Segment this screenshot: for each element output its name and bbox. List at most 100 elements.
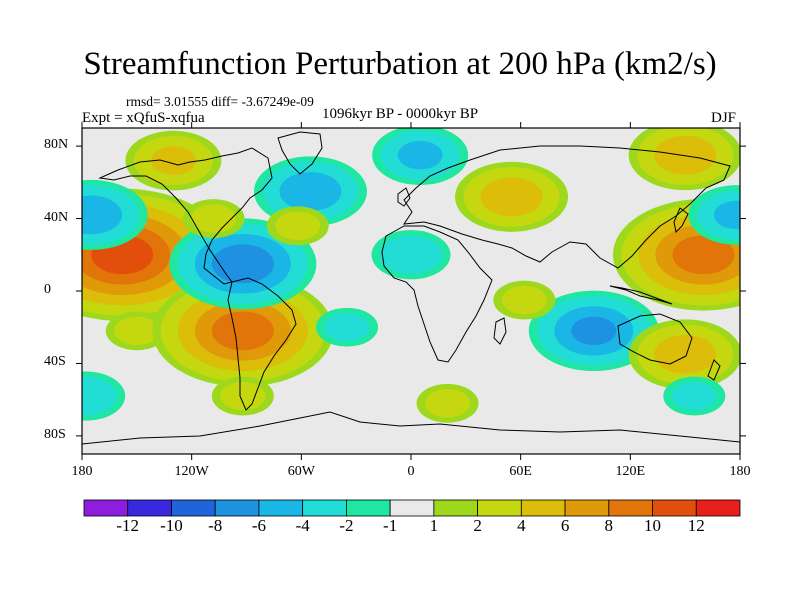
field-contour-band xyxy=(672,235,735,275)
field-contour-band xyxy=(571,316,617,346)
colorbar-label: 4 xyxy=(517,516,526,535)
coastlines xyxy=(82,131,740,445)
coast-south-america xyxy=(227,277,297,411)
field-contour-band xyxy=(713,200,740,230)
field-contour-band xyxy=(220,381,266,411)
field-anomaly xyxy=(105,311,168,351)
period-label: 1096kyr BP - 0000kyr BP xyxy=(322,106,479,122)
y-tick-label: 80N xyxy=(44,137,69,153)
experiment-label: Expt = xQfuS-xqfua xyxy=(82,110,205,126)
colorbar-label: -4 xyxy=(295,516,310,535)
field-anomaly xyxy=(416,383,479,423)
colorbar-label: 1 xyxy=(429,516,439,535)
colorbar-box xyxy=(258,499,304,517)
field-anomaly xyxy=(371,230,451,280)
colorbar-box xyxy=(608,499,653,517)
y-tick-label: 80S xyxy=(44,426,66,442)
colorbar-label: 2 xyxy=(473,516,482,535)
colorbar-label: 8 xyxy=(604,516,614,535)
field-anomaly xyxy=(125,130,222,191)
field-anomaly xyxy=(266,206,329,246)
colorbar-box xyxy=(389,499,435,517)
coast-maritime-asia xyxy=(609,285,673,305)
x-tick-label: 60E xyxy=(509,464,532,479)
field-anomaly xyxy=(493,280,556,320)
field-contour-band xyxy=(397,140,443,170)
colorbar-box xyxy=(477,499,522,517)
field-anomaly xyxy=(211,376,274,416)
colorbar-box xyxy=(171,499,216,517)
coast-greenland xyxy=(277,131,323,175)
field-contour-band xyxy=(654,334,717,374)
field-contour-band xyxy=(501,285,547,315)
colorbar-label: -10 xyxy=(160,516,183,535)
coast-antarctica xyxy=(82,411,740,445)
y-tick-label: 40S xyxy=(44,354,66,370)
colorbar-label: 6 xyxy=(560,516,570,535)
field-anomaly xyxy=(253,156,367,227)
field-contour-band xyxy=(425,389,471,418)
coast-africa xyxy=(381,225,493,363)
field-contour-band xyxy=(324,313,370,342)
colorbar-label: -6 xyxy=(251,516,267,535)
field-anomaly xyxy=(372,128,469,185)
colorbar-label: -1 xyxy=(383,516,398,535)
colorbar-label: -12 xyxy=(116,516,140,535)
streamfunction-field xyxy=(82,128,740,423)
coast-new-zealand xyxy=(707,359,721,381)
stats-text: rmsd= 3.01555 diff= -3.67249e-09 xyxy=(126,94,314,109)
axis-ticks xyxy=(76,122,746,460)
colorbar-box xyxy=(127,499,172,517)
colorbar-box xyxy=(652,499,697,517)
field-anomaly xyxy=(152,275,334,387)
field-contour-band xyxy=(380,235,442,275)
coast-australia xyxy=(617,313,693,365)
colorbar-box xyxy=(520,499,566,517)
field-contour-band xyxy=(275,211,321,240)
field-anomaly xyxy=(528,290,659,372)
field-contour-band xyxy=(211,244,274,284)
field-contour-band xyxy=(211,311,274,351)
field-anomaly xyxy=(628,128,740,191)
field-contour-band xyxy=(82,195,123,235)
colorbar-label: 10 xyxy=(644,516,662,535)
x-tick-label: 180 xyxy=(729,464,751,479)
x-tick-label: 120W xyxy=(174,464,209,479)
field-contour-band xyxy=(671,381,717,411)
field-anomaly xyxy=(455,161,569,232)
x-tick-label: 180 xyxy=(71,464,93,479)
colorbar-box xyxy=(345,499,391,517)
y-tick-label: 0 xyxy=(44,282,51,297)
field-anomaly xyxy=(82,179,148,250)
field-contour-band xyxy=(480,177,543,217)
x-tick-label: 120E xyxy=(615,464,646,479)
colorbar-box xyxy=(83,499,129,517)
coast-japan xyxy=(673,207,689,234)
x-tick-label: 0 xyxy=(407,464,415,479)
season-label: DJF xyxy=(711,110,737,126)
colorbar-box xyxy=(433,499,479,517)
field-anomaly xyxy=(82,371,126,421)
field-contour-band xyxy=(279,171,342,211)
coast-british-isles xyxy=(397,187,411,207)
field-anomaly xyxy=(316,307,379,347)
map-title: Streamfunction Perturbation at 200 hPa (… xyxy=(83,46,717,82)
colorbar-box xyxy=(214,499,260,517)
x-tick-label: 60W xyxy=(287,464,315,479)
field-contour-band xyxy=(150,146,196,175)
colorbar-box xyxy=(564,499,610,517)
y-tick-label: 40N xyxy=(44,209,69,225)
colorbar-box xyxy=(302,499,347,517)
field-anomaly xyxy=(688,185,740,245)
colorbar-label: -2 xyxy=(339,516,354,535)
coast-eurasia xyxy=(402,145,731,269)
colorbar xyxy=(83,499,741,517)
coast-madagascar xyxy=(493,317,507,345)
field-anomaly xyxy=(663,376,726,416)
field-contour-band xyxy=(82,376,117,416)
colorbar-box xyxy=(695,499,741,517)
field-contour-band xyxy=(114,316,160,346)
coast-north-america xyxy=(98,147,273,285)
colorbar-label: 12 xyxy=(687,516,705,535)
